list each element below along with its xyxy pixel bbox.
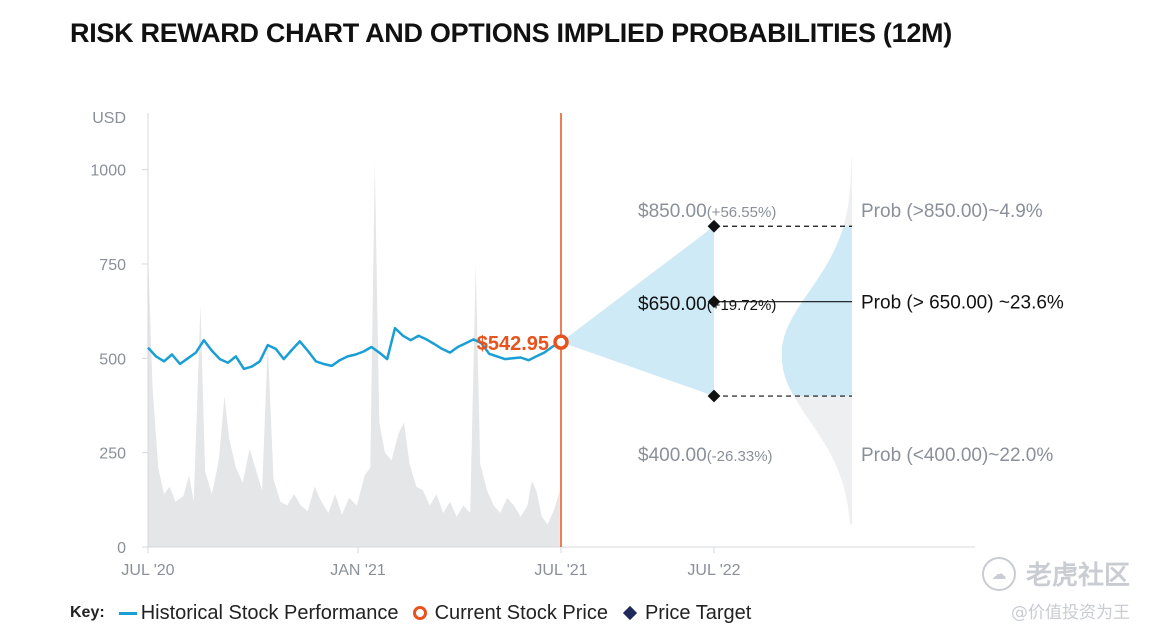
x-tick-label: JUL '20 — [121, 562, 174, 579]
distribution-middle — [781, 226, 852, 397]
target-change-value: (+56.55%) — [707, 204, 777, 221]
y-tick-label: 1000 — [90, 163, 126, 180]
axes: USD 0 250 500 750 1000 JUL '20 JAN '21 JUL '21 JU… — [90, 110, 975, 579]
key-current-label: Current Stock Price — [434, 601, 608, 624]
y-axis-unit-label: USD — [92, 110, 126, 127]
y-tick-label: 750 — [99, 257, 126, 274]
diamond-swatch-icon — [622, 605, 638, 621]
x-tick-label: JUL '21 — [534, 562, 587, 579]
cone-area — [561, 226, 714, 397]
target-price-value: $400.00 — [638, 445, 707, 466]
distribution-upper-tail — [843, 158, 852, 227]
volume-area — [148, 162, 560, 547]
chart-labels: $542.95 $850.00(+56.55%) Prob (>850.00)~4.… — [477, 201, 1064, 466]
key-target-label: Price Target — [644, 601, 752, 624]
probability-cone — [561, 226, 714, 397]
watermark: ☁ 老虎社区 @价值投资为王 — [981, 555, 1130, 623]
risk-reward-chart: USD 0 250 500 750 1000 JUL '20 JAN '21 JUL '21 JU… — [90, 110, 1064, 579]
key-item-target: Price Target — [622, 602, 751, 625]
x-tick-label: JUL '22 — [687, 562, 740, 579]
target-price-value: $850.00 — [638, 201, 707, 222]
current-price-marker — [553, 334, 569, 350]
key-item-historical: Historical Stock Performance — [118, 601, 399, 625]
x-tick-label: JAN '21 — [330, 562, 386, 579]
historical-price-line — [147, 326, 561, 371]
current-price-label: $542.95 — [477, 333, 549, 355]
y-tick-label: 0 — [117, 540, 126, 557]
key-item-current: Current Stock Price — [412, 601, 608, 625]
volume-background — [148, 162, 560, 547]
y-tick-label: 500 — [99, 351, 126, 368]
target-change-value: (+19.72%) — [707, 297, 777, 314]
tiger-logo-icon: ☁ — [981, 556, 1016, 591]
watermark-user: @价值投资为王 — [1011, 603, 1130, 623]
watermark-brand: 老虎社区 — [1025, 561, 1130, 591]
target-price-value: $650.00 — [638, 294, 707, 315]
chart-key: Key: Historical Stock Performance Curren… — [70, 600, 765, 626]
historical-line — [147, 326, 569, 371]
target-price-label: $650.00(+19.72%) — [638, 294, 776, 315]
target-change-value: (-26.33%) — [707, 448, 773, 465]
implied-distribution — [781, 158, 852, 525]
key-historical-label: Historical Stock Performance — [140, 601, 399, 624]
target-price-label: $850.00(+56.55%) — [638, 201, 776, 222]
chart-title: RISK REWARD CHART AND OPTIONS IMPLIED PR… — [70, 18, 952, 48]
target-price-label: $400.00(-26.33%) — [638, 445, 773, 466]
target-probability-label: Prob (>850.00)~4.9% — [861, 201, 1043, 222]
y-tick-label: 250 — [99, 446, 126, 463]
target-probability-label: Prob (<400.00)~22.0% — [861, 445, 1053, 466]
line-swatch-icon — [118, 611, 137, 615]
key-label: Key: — [70, 604, 105, 621]
target-probability-label: Prob (> 650.00) ~23.6% — [861, 293, 1064, 314]
circle-swatch-icon — [412, 606, 427, 620]
distribution-lower-tail — [793, 396, 852, 525]
